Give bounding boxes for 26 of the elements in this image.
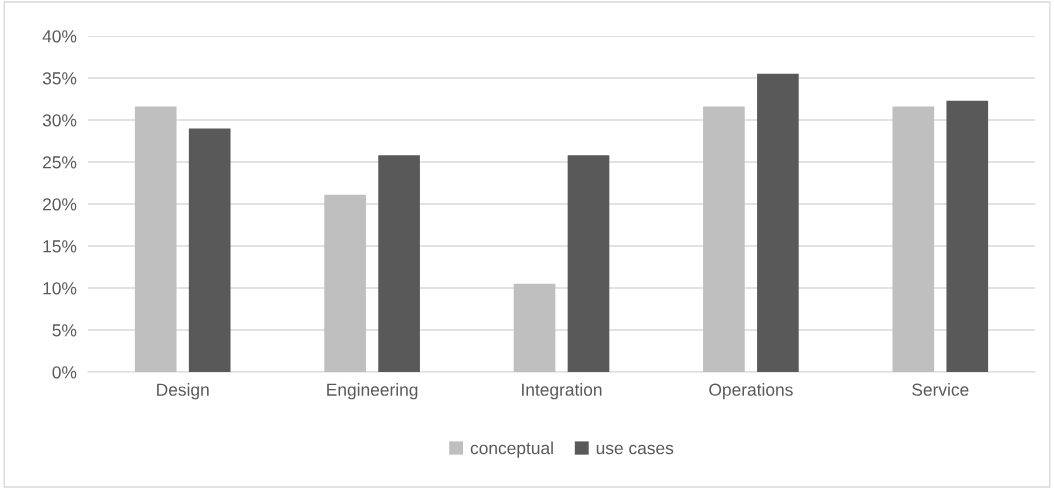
bar — [324, 194, 366, 372]
legend-label: conceptual — [470, 441, 553, 458]
x-tick-label: Service — [912, 383, 969, 396]
y-tick-label: 40% — [42, 30, 77, 43]
x-tick-label: Integration — [522, 383, 602, 400]
y-tick-label: 0% — [52, 366, 77, 379]
y-tick-label: 30% — [42, 114, 77, 127]
bar — [892, 106, 935, 372]
y-tick-label: 20% — [43, 198, 77, 211]
bar — [513, 283, 556, 372]
x-tick-label: Operations — [709, 383, 793, 400]
x-tick-label: Engineering — [327, 383, 418, 400]
bar — [757, 73, 799, 372]
bar — [946, 100, 989, 372]
x-tick-label: Design — [157, 383, 209, 400]
y-tick-label: 35% — [42, 72, 77, 85]
bar — [378, 155, 420, 372]
bar — [703, 106, 745, 372]
y-tick-label: 5% — [52, 324, 77, 337]
bar — [134, 106, 177, 372]
bar — [188, 128, 231, 372]
legend-label: use cases — [596, 444, 674, 455]
y-tick-label: 25% — [43, 156, 77, 169]
y-tick-label: 10% — [43, 282, 77, 295]
y-tick-label: 15% — [43, 240, 77, 253]
bar — [567, 155, 610, 372]
